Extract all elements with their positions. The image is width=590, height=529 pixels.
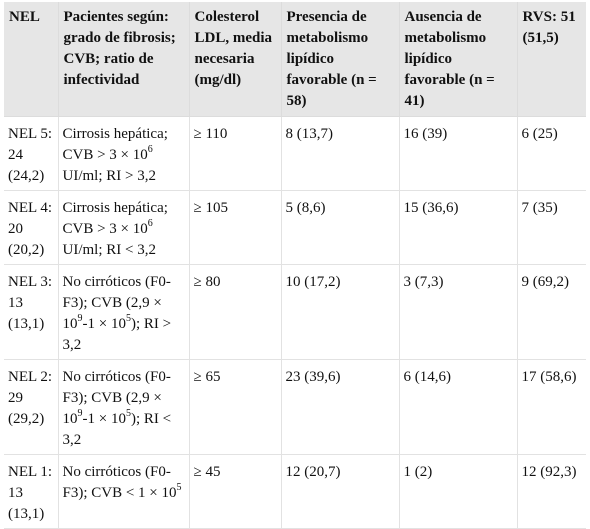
header-rvs: RVS: 51 (51,5) xyxy=(516,2,586,117)
exponent: 5 xyxy=(125,313,131,324)
cell-patients: No cirróticos (F0-F3); CVB < 1 × 105 xyxy=(57,454,190,529)
patients-text: -1 × 10 xyxy=(82,316,126,332)
header-ldl: Colesterol LDL, media necesaria (mg/dl) xyxy=(188,2,282,117)
patients-text: -1 × 10 xyxy=(82,411,126,427)
exponent: 5 xyxy=(125,408,131,419)
cell-ldl: ≥ 80 xyxy=(188,264,282,360)
table-row: NEL 3: 13 (13,1) No cirróticos (F0-F3); … xyxy=(4,264,586,360)
patients-text: Cirrosis hepática; CVB > 3 × 10 xyxy=(62,126,168,163)
patients-text: No cirróticos (F0-F3); CVB (2,9 × 10 xyxy=(62,369,171,427)
patients-text: ); RI < 3,2 xyxy=(62,411,172,448)
cell-patients: No cirróticos (F0-F3); CVB (2,9 × 109-1 … xyxy=(57,264,190,360)
exponent: 6 xyxy=(147,218,153,229)
cell-presence: 12 (20,7) xyxy=(280,454,400,529)
cell-rvs: 7 (35) xyxy=(516,190,586,265)
cell-nel: NEL 4: 20 (20,2) xyxy=(4,190,59,265)
cell-patients: No cirróticos (F0-F3); CVB (2,9 × 109-1 … xyxy=(57,359,190,455)
table-row: NEL 2: 29 (29,2) No cirróticos (F0-F3); … xyxy=(4,359,586,455)
exponent: 9 xyxy=(77,408,83,419)
cell-absence: 16 (39) xyxy=(398,116,518,191)
cell-presence: 10 (17,2) xyxy=(280,264,400,360)
header-patients: Pacientes según: grado de fibrosis; CVB;… xyxy=(57,2,190,117)
exponent: 5 xyxy=(176,482,182,493)
cell-ldl: ≥ 45 xyxy=(188,454,282,529)
cell-patients: Cirrosis hepática; CVB > 3 × 106 UI/ml; … xyxy=(57,190,190,265)
cell-rvs: 6 (25) xyxy=(516,116,586,191)
cell-nel: NEL 5: 24 (24,2) xyxy=(4,116,59,191)
table-row: NEL 4: 20 (20,2) Cirrosis hepática; CVB … xyxy=(4,190,586,265)
exponent: 6 xyxy=(147,144,153,155)
cell-nel: NEL 2: 29 (29,2) xyxy=(4,359,59,455)
cell-absence: 3 (7,3) xyxy=(398,264,518,360)
cell-absence: 15 (36,6) xyxy=(398,190,518,265)
patients-text: Cirrosis hepática; CVB > 3 × 10 xyxy=(62,200,168,237)
cell-nel: NEL 1: 13 (13,1) xyxy=(4,454,59,529)
cell-nel: NEL 3: 13 (13,1) xyxy=(4,264,59,360)
cell-patients: Cirrosis hepática; CVB > 3 × 106 UI/ml; … xyxy=(57,116,190,191)
patients-text: UI/ml; RI > 3,2 xyxy=(62,168,156,184)
exponent: 9 xyxy=(77,313,83,324)
table-row: NEL 1: 13 (13,1) No cirróticos (F0-F3); … xyxy=(4,454,586,529)
cell-ldl: ≥ 105 xyxy=(188,190,282,265)
cell-presence: 5 (8,6) xyxy=(280,190,400,265)
patients-text: UI/ml; RI < 3,2 xyxy=(62,242,156,258)
patients-text: No cirróticos (F0-F3); CVB (2,9 × 10 xyxy=(62,274,171,332)
header-absence: Ausencia de metabolismo lipídico favorab… xyxy=(398,2,518,117)
cell-absence: 6 (14,6) xyxy=(398,359,518,455)
cell-rvs: 12 (92,3) xyxy=(516,454,586,529)
patients-text: ); RI > 3,2 xyxy=(62,316,172,353)
table-row: NEL 5: 24 (24,2) Cirrosis hepática; CVB … xyxy=(4,116,586,191)
cell-ldl: ≥ 65 xyxy=(188,359,282,455)
cell-presence: 8 (13,7) xyxy=(280,116,400,191)
cell-rvs: 17 (58,6) xyxy=(516,359,586,455)
table-header-row: NEL Pacientes según: grado de fibrosis; … xyxy=(4,2,586,117)
patients-text: No cirróticos (F0-F3); CVB < 1 × 10 xyxy=(62,464,177,501)
cell-presence: 23 (39,6) xyxy=(280,359,400,455)
results-table: NEL Pacientes según: grado de fibrosis; … xyxy=(4,2,586,529)
header-presence: Presencia de metabolismo lipídico favora… xyxy=(280,2,400,117)
header-nel: NEL xyxy=(4,2,59,117)
cell-rvs: 9 (69,2) xyxy=(516,264,586,360)
cell-absence: 1 (2) xyxy=(398,454,518,529)
cell-ldl: ≥ 110 xyxy=(188,116,282,191)
